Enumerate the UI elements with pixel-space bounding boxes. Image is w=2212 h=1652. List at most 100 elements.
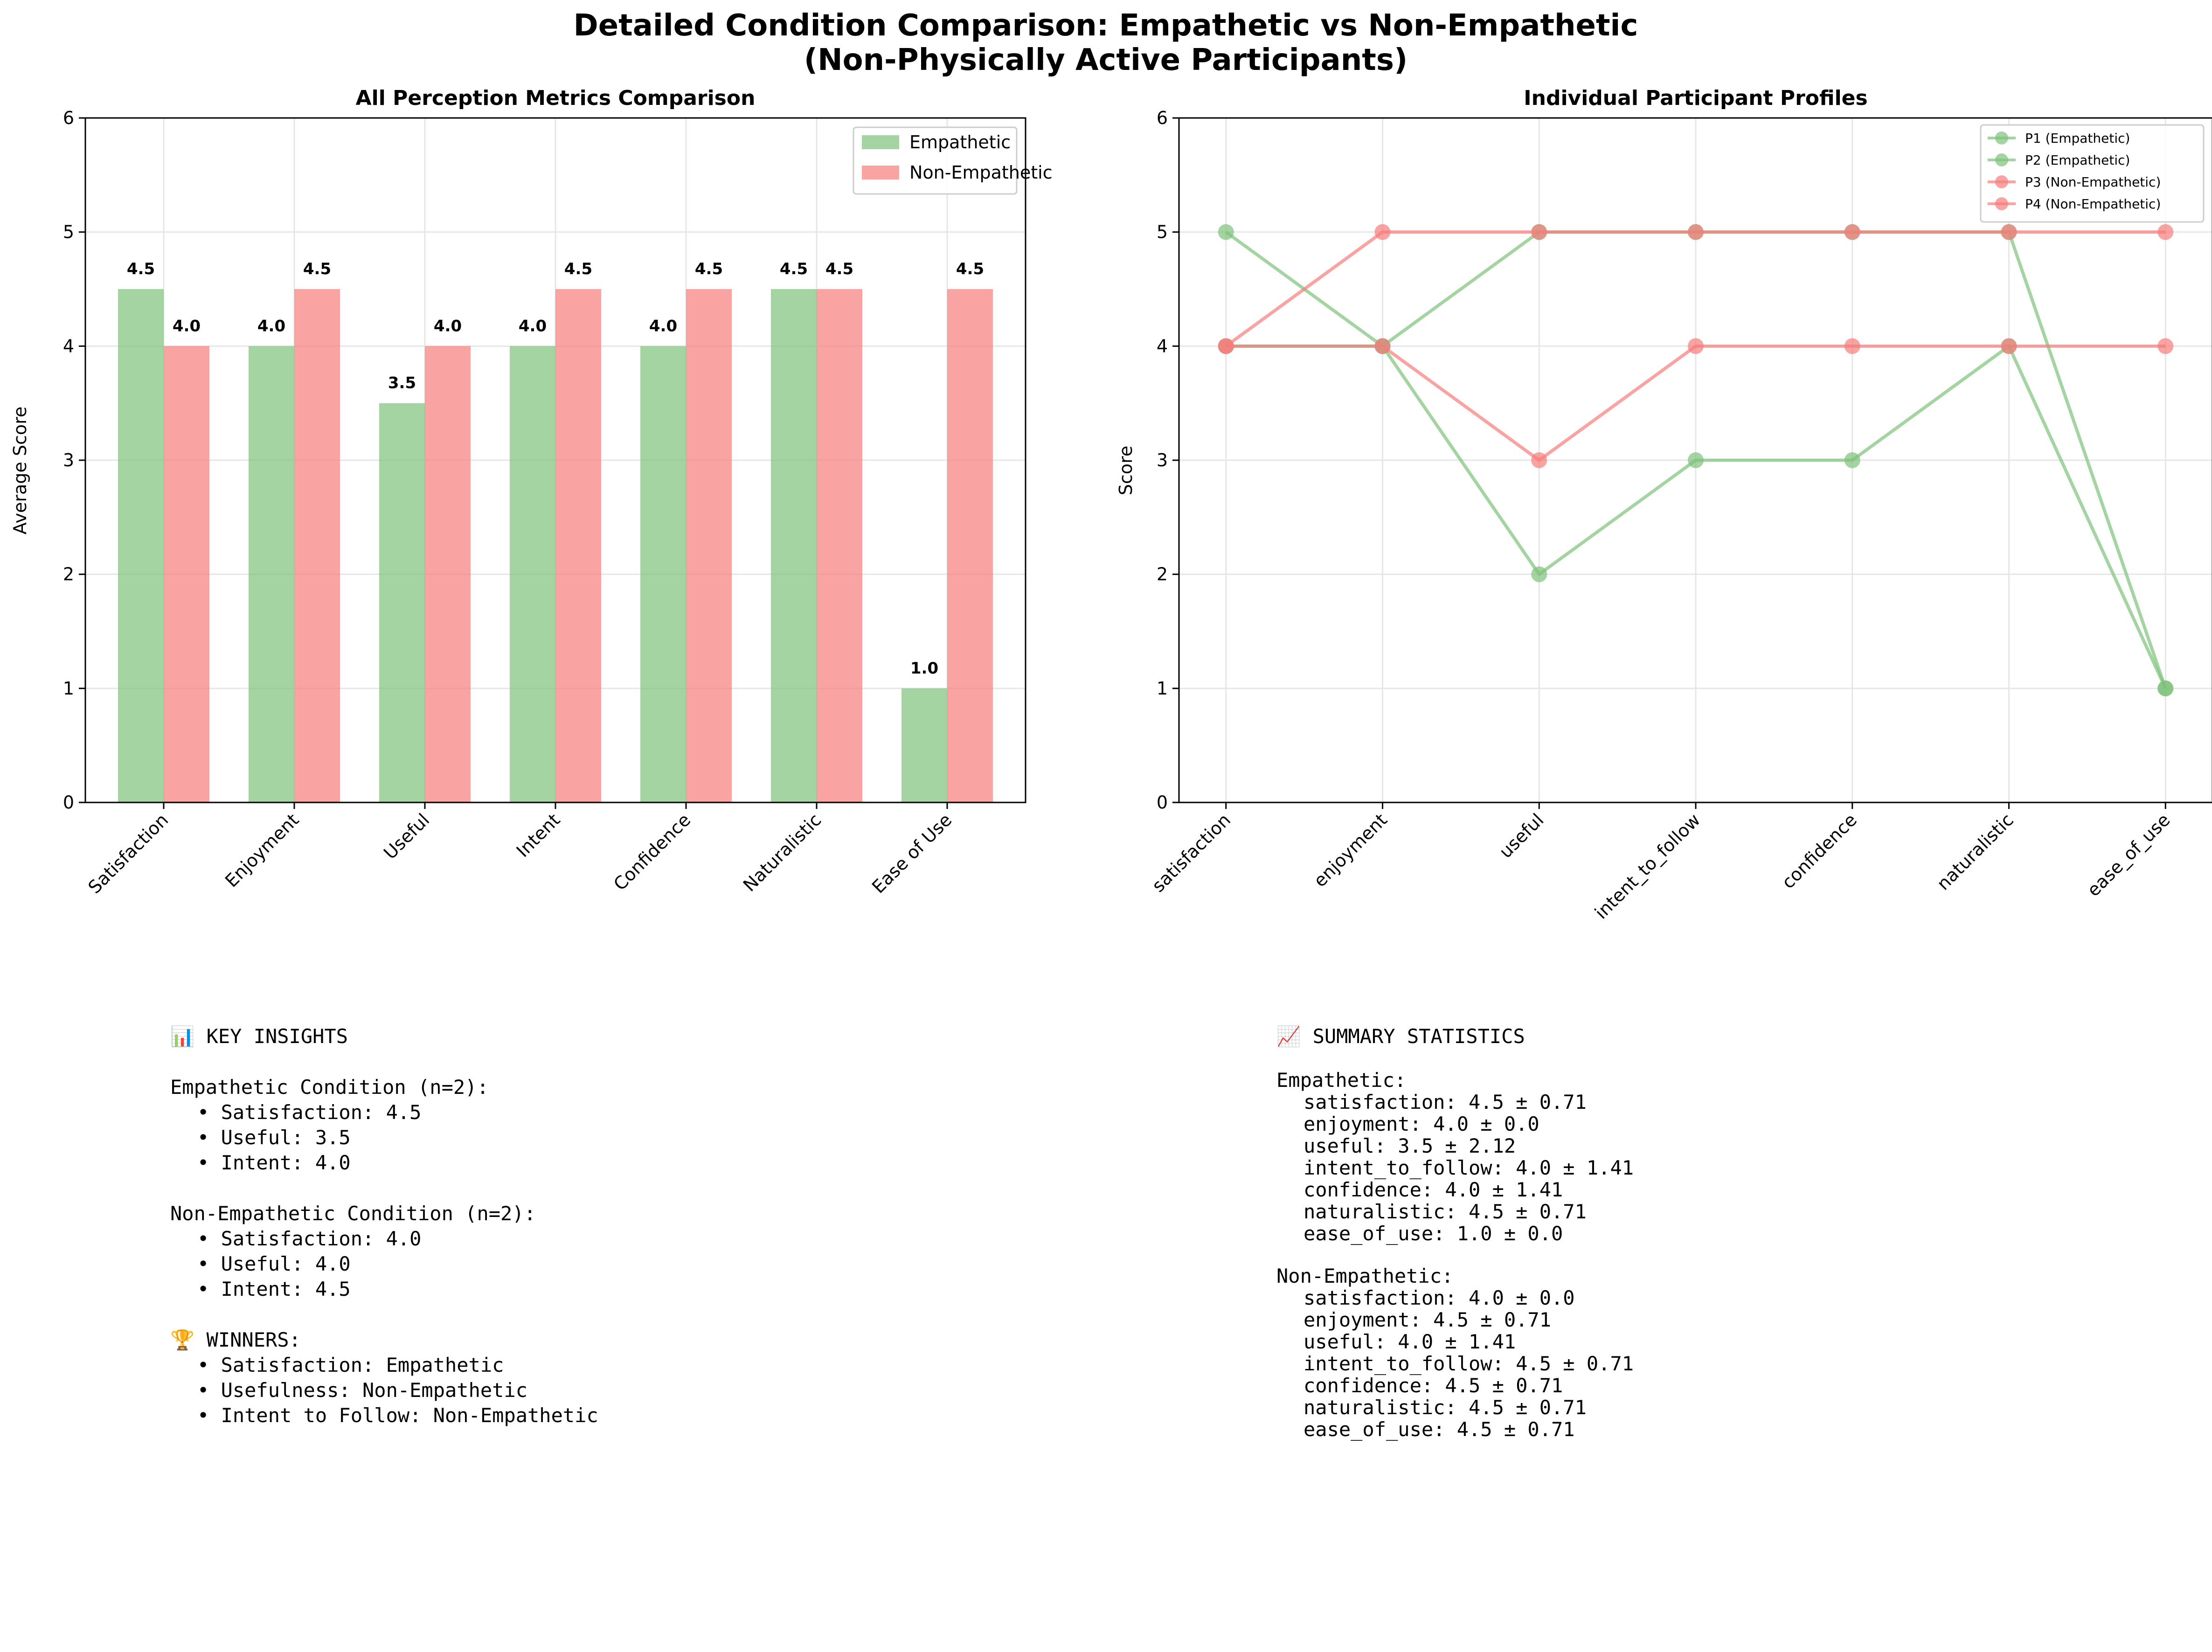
summary-non-empathetic-heading: Non-Empathetic: [1276,1265,1453,1287]
bar-empathetic [901,688,947,802]
line-point [2157,338,2174,354]
bar-x-tick-label: Ease of Use [868,809,956,897]
line-x-tick-label: confidence [1778,809,1861,892]
bar-empathetic [771,289,817,802]
insights-non-empathetic-item: • Satisfaction: 4.0 [197,1227,421,1250]
bar-data-label: 4.5 [303,260,331,278]
insights-non-empathetic-heading: Non-Empathetic Condition (n=2): [170,1202,536,1225]
bar-y-tick-label: 2 [63,564,74,585]
line-x-tick-label: ease_of_use [2083,809,2174,900]
bar-data-label: 4.5 [825,260,853,278]
bar-data-label: 4.0 [519,317,547,335]
line-chart-title: Individual Participant Profiles [1524,86,1867,110]
summary-empathetic-item: confidence: 4.0 ± 1.41 [1304,1178,1563,1201]
line-chart-x-ticks: satisfaction enjoyment useful intent_to_fol… [1148,802,2174,923]
bar-non-empathetic [555,289,601,802]
bar-empathetic [118,289,164,802]
bar-empathetic [640,346,686,802]
line-point [1531,566,1547,582]
line-point [1531,224,1547,240]
bar-chart-legend: Empathetic Non-Empathetic [853,126,1053,195]
bar-legend-swatch-non-empathetic [862,166,899,180]
line-y-tick-label: 6 [1157,108,1168,128]
summary-empathetic-item: satisfaction: 4.5 ± 0.71 [1304,1091,1587,1113]
summary-non-empathetic-item: enjoyment: 4.5 ± 0.71 [1304,1308,1551,1331]
insights-non-empathetic-item: • Useful: 4.0 [197,1252,351,1275]
summary-empathetic-item: intent_to_follow: 4.0 ± 1.41 [1304,1156,1634,1179]
bar-y-tick-label: 1 [63,678,74,698]
insights-empathetic-item: • Satisfaction: 4.5 [197,1101,421,1124]
line-point [1374,338,1391,354]
insights-winner-item: • Intent to Follow: Non-Empathetic [197,1404,598,1427]
bar-non-empathetic [294,289,340,802]
line-legend-label: P1 (Empathetic) [2025,131,2130,146]
summary-non-empathetic-item: naturalistic: 4.5 ± 0.71 [1304,1396,1587,1419]
bar-data-label: 4.5 [127,260,155,278]
bar-x-tick-label: Enjoyment [221,809,303,891]
summary-empathetic-item: useful: 3.5 ± 2.12 [1304,1134,1516,1157]
line-point [1844,338,1860,354]
bar-chart-title: All Perception Metrics Comparison [356,86,756,110]
line-point [1688,338,1704,354]
bar-x-tick-label: Satisfaction [84,809,173,898]
line-y-tick-label: 0 [1157,792,1168,813]
line-chart-ylabel: Score [1116,446,1136,495]
line-point [1531,452,1547,468]
insights-winners-heading: 🏆 WINNERS: [170,1328,301,1351]
insights-non-empathetic-item: • Intent: 4.5 [197,1278,351,1300]
bar-y-tick-label: 3 [63,450,74,470]
line-chart: Individual Participant Profiles Score 0 1… [1116,86,2212,923]
key-insights-panel: 📊 KEY INSIGHTS Empathetic Condition (n=2… [170,1025,598,1427]
line-point [1688,452,1704,468]
bar-non-empathetic [686,289,732,802]
line-legend-marker [1995,197,2008,210]
line-x-tick-label: naturalistic [1933,809,2017,894]
line-chart-frame [1178,117,2212,803]
bar-legend-swatch-empathetic [862,135,899,149]
bar-x-tick-label: Confidence [610,809,694,894]
bar-chart: All Perception Metrics Comparison Averag… [10,86,1053,898]
summary-empathetic-item: ease_of_use: 1.0 ± 0.0 [1304,1222,1563,1245]
bar-data-label: 4.0 [649,317,677,335]
summary-empathetic-item: enjoyment: 4.0 ± 0.0 [1304,1113,1539,1135]
bar-y-tick-label: 0 [63,792,74,813]
bar-chart-frame [84,117,1026,803]
figure-title-line2: (Non-Physically Active Participants) [804,43,1408,77]
bar-y-tick-label: 4 [63,336,74,356]
line-legend-label: P4 (Non-Empathetic) [2025,196,2161,212]
line-point [2001,338,2017,354]
bar-data-label: 3.5 [388,374,416,393]
line-y-tick-label: 3 [1157,450,1168,470]
line-legend-label: P2 (Empathetic) [2025,152,2130,168]
line-x-tick-label: useful [1495,809,1548,862]
line-legend-marker [1995,175,2008,188]
bar-data-label: 4.0 [257,317,285,335]
bar-x-tick-label: Naturalistic [739,809,825,895]
line-y-tick-label: 4 [1157,336,1168,356]
bar-non-empathetic [164,346,209,802]
summary-empathetic-heading: Empathetic: [1276,1069,1406,1092]
summary-non-empathetic-item: ease_of_use: 4.5 ± 0.71 [1304,1418,1575,1441]
summary-empathetic-item: naturalistic: 4.5 ± 0.71 [1304,1200,1587,1223]
line-legend-marker [1995,131,2008,145]
line-point [2001,224,2017,240]
figure-title-line1: Detailed Condition Comparison: Empatheti… [574,8,1638,43]
line-x-tick-label: intent_to_follow [1591,809,1704,923]
bar-chart-ylabel: Average Score [10,407,30,535]
summary-statistics-panel: 📈 SUMMARY STATISTICS Empathetic: satisfa… [1276,1025,1634,1441]
insights-empathetic-item: • Intent: 4.0 [197,1151,351,1174]
summary-heading: 📈 SUMMARY STATISTICS [1276,1025,1525,1048]
bar-data-label: 4.5 [956,260,984,278]
bar-empathetic [510,346,555,802]
line-chart-y-ticks: 0 1 2 3 4 5 6 [1157,108,1179,813]
bar-legend-label-empathetic: Empathetic [909,132,1011,152]
line-y-tick-label: 1 [1157,678,1168,698]
bar-chart-data-labels: 4.5 4.0 3.5 4.0 4.0 4.5 1.0 4.0 4.5 4.0 4.5 4.5 4.5 4… [127,260,984,677]
line-point [2157,224,2174,240]
summary-non-empathetic-item: intent_to_follow: 4.5 ± 0.71 [1304,1352,1634,1375]
line-point [1844,452,1860,468]
bar-non-empathetic [817,289,862,802]
bar-empathetic [249,346,294,802]
line-point [1218,338,1234,354]
bar-non-empathetic [947,289,993,802]
